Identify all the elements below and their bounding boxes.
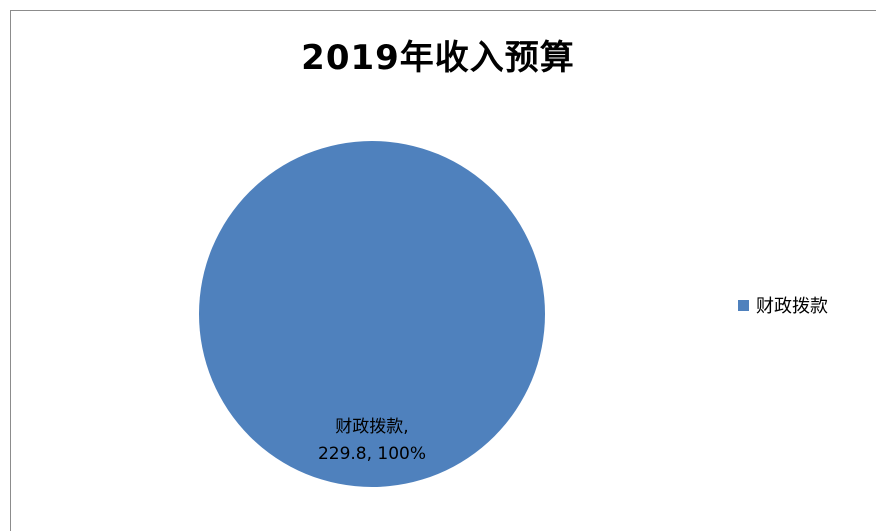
chart-legend: 财政拨款 xyxy=(738,292,828,318)
legend-label: 财政拨款 xyxy=(756,296,828,317)
slice-data-label: 财政拨款, 229.8, 100% xyxy=(318,417,426,464)
legend-swatch xyxy=(738,299,749,311)
pie-slice xyxy=(199,141,545,487)
chart-title: 2019年收入预算 xyxy=(301,38,575,78)
